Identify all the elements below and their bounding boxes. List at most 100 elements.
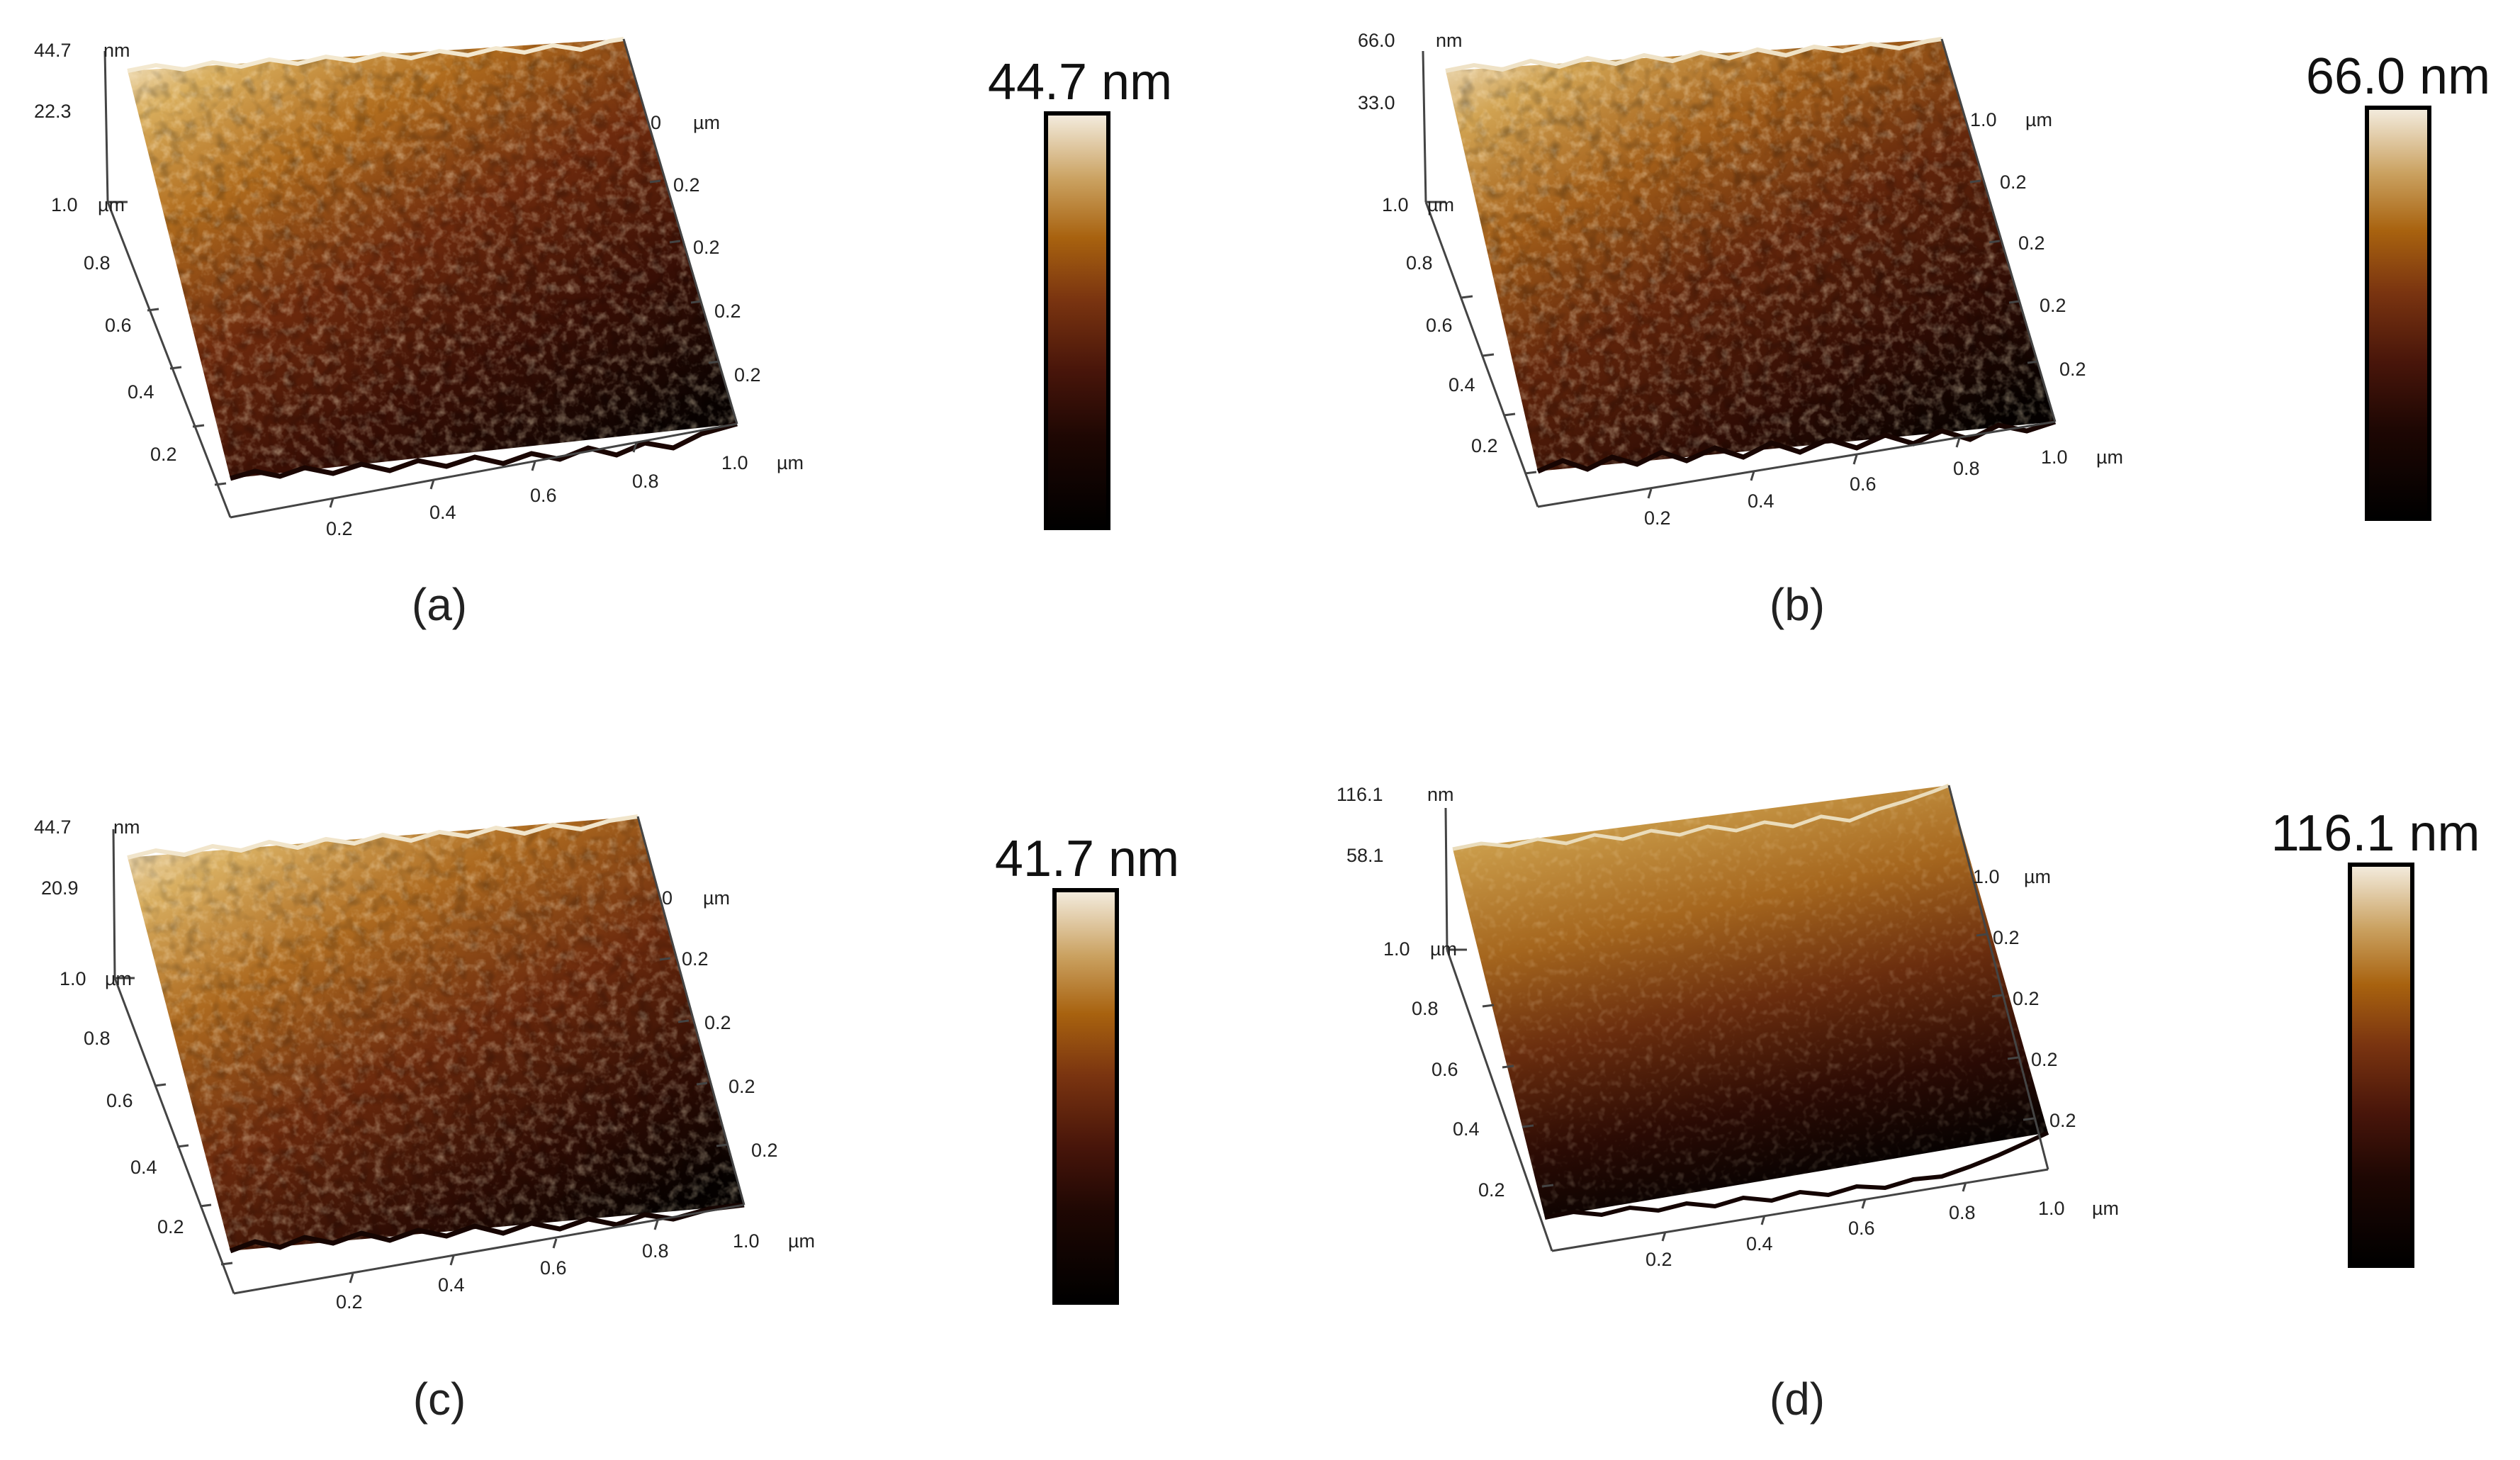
z-unit-label-a: nm (103, 40, 130, 61)
left-axis-unit-c: µm (105, 968, 132, 989)
colorbar-c-bar (1052, 888, 1119, 1305)
colorbar-label-a: 44.7 nm (988, 54, 1172, 111)
bottom-axis-unit-c: µm (788, 1230, 815, 1252)
panel-caption-b: (b) (1770, 579, 1825, 630)
panel-d: 116.1 nm 58.1 1.0 µm 0.8 0.6 0.4 0.2 0.2… (1337, 783, 2480, 1425)
bottom-tick-c-3: 0.8 (642, 1240, 669, 1262)
bottom-axis-unit-d: µm (2092, 1198, 2119, 1219)
z-top-label-c: 44.7 (34, 816, 72, 838)
left-tick-d-3: 0.2 (1478, 1179, 1505, 1201)
axes-b (1422, 38, 2057, 508)
z-unit-label-d: nm (1427, 784, 1454, 805)
bottom-tick-a-0: 0.2 (326, 518, 353, 539)
bottom-tick-c-0: 0.2 (336, 1291, 363, 1313)
right-axis-unit-d: µm (2024, 866, 2051, 887)
colorbar-d-bar (2348, 863, 2414, 1268)
bottom-axis-unit-a: µm (777, 452, 804, 473)
ticks-d (1482, 933, 2035, 1242)
axes-a (103, 38, 738, 519)
left-tick-d-1: 0.6 (1431, 1059, 1458, 1080)
bottom-axis-end-a: 1.0 (721, 452, 748, 473)
surface-plot-c (127, 814, 745, 1254)
left-tick-c-1: 0.6 (106, 1090, 133, 1111)
right-tick-d-1: 0.2 (2013, 988, 2040, 1009)
left-axis-unit-d: µm (1430, 938, 1457, 960)
right-tick-d-2: 0.2 (2031, 1049, 2058, 1070)
right-axis-unit-a: µm (693, 112, 720, 133)
right-tick-d-3: 0.2 (2049, 1110, 2076, 1131)
z-mid-label-d: 58.1 (1346, 845, 1384, 866)
right-tick-b-3: 0.2 (2059, 359, 2086, 380)
z-top-label-d: 116.1 (1337, 784, 1383, 805)
surface-plot-b (1445, 37, 2057, 474)
panel-c: 44.7 nm 20.9 1.0 µm 0.8 0.6 0.4 0.2 0.2 … (34, 814, 1179, 1425)
bottom-tick-d-2: 0.6 (1848, 1218, 1875, 1239)
z-top-label-b: 66.0 (1358, 30, 1395, 51)
left-tick-d-0: 0.8 (1412, 998, 1439, 1019)
right-tick-b-2: 0.2 (2040, 295, 2066, 316)
bottom-tick-c-2: 0.6 (540, 1257, 567, 1279)
panel-caption-c: (c) (413, 1374, 466, 1425)
bottom-tick-c-1: 0.4 (438, 1274, 465, 1296)
left-tick-d-2: 0.4 (1453, 1118, 1480, 1140)
left-tick-c-0: 0.8 (84, 1028, 111, 1049)
z-mid-label-c: 20.9 (41, 877, 79, 899)
z-mid-label-b: 33.0 (1358, 92, 1395, 113)
surface-front-edge-c (229, 1202, 745, 1254)
ticks-b (1461, 179, 2039, 499)
right-tick-a-2: 0.2 (714, 301, 741, 322)
right-axis-top-d: 1.0 (1973, 866, 2000, 887)
z-unit-label-b: nm (1436, 30, 1463, 51)
left-axis-top-d: 1.0 (1383, 938, 1410, 960)
right-axis-top-a: 0 (651, 112, 661, 133)
bottom-tick-d-0: 0.2 (1646, 1249, 1672, 1270)
axis-labels-c: 44.7 nm 20.9 1.0 µm 0.8 0.6 0.4 0.2 0.2 … (34, 816, 815, 1313)
colorbar-a: 44.7 nm (988, 54, 1172, 530)
panel-a: 44.7 nm 22.3 1.0 µm 0.8 0.6 0.4 0.2 0.2 … (34, 37, 1172, 630)
left-axis-unit-a: µm (98, 194, 125, 215)
left-tick-b-0: 0.8 (1406, 252, 1433, 274)
right-tick-c-0: 0.2 (682, 948, 709, 970)
right-axis-top-b: 1.0 (1970, 109, 1997, 130)
bottom-tick-b-2: 0.6 (1850, 473, 1877, 495)
bottom-axis-end-b: 1.0 (2041, 447, 2068, 468)
surface-front-edge-d (1544, 1130, 2049, 1220)
colorbar-label-b: 66.0 nm (2306, 48, 2490, 105)
left-tick-a-3: 0.2 (150, 444, 177, 465)
bottom-tick-b-1: 0.4 (1748, 490, 1774, 512)
right-tick-d-0: 0.2 (1993, 927, 2020, 948)
bottom-axis-end-c: 1.0 (733, 1230, 760, 1252)
z-top-label-a: 44.7 (34, 40, 72, 61)
colorbar-d: 116.1 nm (2271, 805, 2480, 1268)
right-tick-a-0: 0.2 (673, 174, 700, 196)
bottom-tick-a-3: 0.8 (632, 471, 659, 492)
right-axis-unit-c: µm (703, 887, 730, 909)
right-axis-top-c: 0 (662, 887, 673, 909)
surface-top-edge-c (127, 814, 639, 860)
bottom-tick-a-2: 0.6 (530, 485, 557, 506)
panel-caption-d: (d) (1770, 1374, 1825, 1425)
panel-caption-a: (a) (412, 579, 467, 630)
colorbar-b-bar (2365, 106, 2431, 521)
colorbar-c: 41.7 nm (995, 831, 1179, 1305)
left-tick-a-0: 0.8 (84, 252, 111, 274)
colorbar-b: 66.0 nm (2306, 48, 2490, 521)
surface-top-edge-d (1452, 783, 1950, 851)
left-axis-top-a: 1.0 (51, 194, 78, 215)
z-unit-label-c: nm (113, 816, 140, 838)
axis-labels-b: 66.0 nm 33.0 1.0 µm 0.8 0.6 0.4 0.2 0.2 … (1358, 30, 2123, 529)
bottom-tick-d-3: 0.8 (1949, 1202, 1976, 1223)
axis-labels-a: 44.7 nm 22.3 1.0 µm 0.8 0.6 0.4 0.2 0.2 … (34, 40, 804, 539)
left-axis-top-c: 1.0 (60, 968, 86, 989)
left-tick-b-3: 0.2 (1471, 435, 1498, 456)
surface-plot-d (1452, 783, 2049, 1220)
right-axis-unit-b: µm (2025, 109, 2052, 130)
bottom-tick-a-1: 0.4 (429, 502, 456, 523)
surface-top-edge-a (127, 37, 624, 73)
left-tick-b-1: 0.6 (1426, 315, 1453, 336)
right-tick-b-1: 0.2 (2018, 232, 2045, 254)
axis-labels-d: 116.1 nm 58.1 1.0 µm 0.8 0.6 0.4 0.2 0.2… (1337, 784, 2119, 1270)
left-tick-c-2: 0.4 (130, 1157, 157, 1178)
panel-b: 66.0 nm 33.0 1.0 µm 0.8 0.6 0.4 0.2 0.2 … (1358, 30, 2490, 630)
